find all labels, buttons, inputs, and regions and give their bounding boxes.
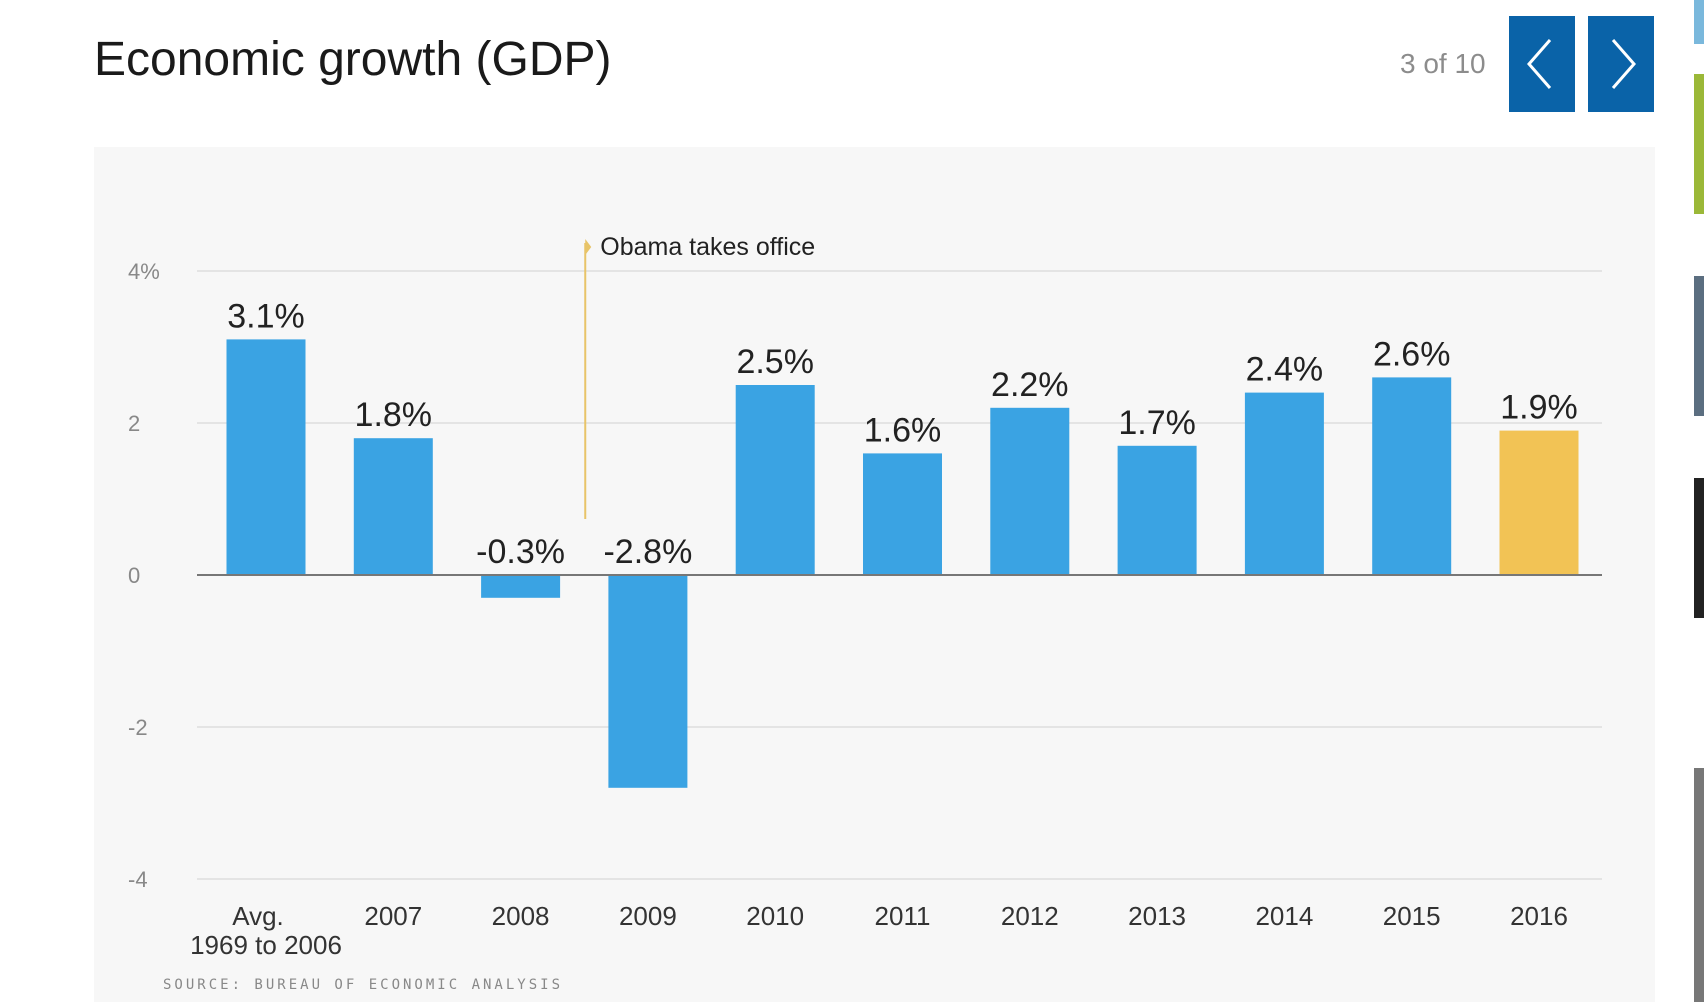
bar bbox=[990, 407, 1070, 575]
data-label: -0.3% bbox=[476, 533, 565, 571]
bar bbox=[1372, 377, 1452, 575]
page-title: Economic growth (GDP) bbox=[94, 33, 612, 86]
y-tick-label: 2 bbox=[128, 411, 140, 436]
bar bbox=[608, 575, 688, 788]
chevron-right-icon bbox=[1611, 39, 1636, 89]
source-note: SOURCE: BUREAU OF ECONOMIC ANALYSIS bbox=[163, 977, 563, 993]
data-label: 1.7% bbox=[1118, 404, 1196, 442]
bar bbox=[226, 339, 306, 575]
bar bbox=[863, 453, 942, 575]
y-tick-label: -4 bbox=[128, 867, 148, 892]
data-label: 1.6% bbox=[864, 411, 942, 449]
x-tick-label: 1969 to 2006 bbox=[190, 930, 342, 960]
bar bbox=[1117, 445, 1197, 575]
x-tick-label: 2013 bbox=[1128, 901, 1186, 931]
chart-panel: 4% 2 0 -2 -4 Obama takes office 3.1% Avg. 1969 t… bbox=[94, 147, 1655, 1002]
data-label: 1.8% bbox=[355, 396, 433, 434]
x-tick-label: 2010 bbox=[746, 901, 804, 931]
data-label: 2.5% bbox=[736, 343, 814, 381]
bar bbox=[1499, 430, 1579, 575]
x-tick-label: Avg. bbox=[232, 901, 284, 931]
x-tick-label: 2009 bbox=[619, 901, 677, 931]
y-tick-label: 4% bbox=[128, 259, 160, 284]
annotation-label: Obama takes office bbox=[600, 233, 815, 261]
x-tick-label: 2014 bbox=[1255, 901, 1313, 931]
bar bbox=[353, 438, 433, 575]
x-tick-label: 2016 bbox=[1510, 901, 1568, 931]
bar bbox=[481, 575, 561, 598]
gdp-bar-chart: 4% 2 0 -2 -4 Obama takes office 3.1% Avg.1969 t… bbox=[128, 233, 1602, 993]
chevron-left-icon bbox=[1527, 39, 1552, 89]
sidebar-thumbnail[interactable] bbox=[1694, 478, 1704, 618]
slide-counter: 3 of 10 bbox=[1400, 48, 1486, 79]
data-label: 2.6% bbox=[1373, 335, 1451, 373]
data-label: -2.8% bbox=[603, 533, 692, 571]
x-tick-label: 2015 bbox=[1383, 901, 1441, 931]
data-label: 2.4% bbox=[1246, 351, 1324, 389]
y-tick-label: -2 bbox=[128, 715, 148, 740]
annotation-marker bbox=[585, 239, 592, 255]
x-tick-label: 2012 bbox=[1001, 901, 1059, 931]
sidebar-thumbnail[interactable] bbox=[1694, 0, 1704, 44]
y-tick-label: 0 bbox=[128, 563, 140, 588]
bar bbox=[1244, 392, 1324, 575]
x-tick-label: 2007 bbox=[364, 901, 422, 931]
bar bbox=[735, 385, 815, 575]
data-label: 1.9% bbox=[1500, 389, 1578, 427]
sidebar-thumbnail[interactable] bbox=[1694, 276, 1704, 416]
previous-button[interactable] bbox=[1509, 16, 1575, 112]
sidebar-thumbnail[interactable] bbox=[1694, 768, 1704, 1002]
x-tick-label: 2011 bbox=[875, 901, 931, 931]
data-label: 3.1% bbox=[227, 297, 305, 335]
next-button[interactable] bbox=[1588, 16, 1654, 112]
sidebar-thumbnail[interactable] bbox=[1694, 74, 1704, 214]
data-label: 2.2% bbox=[991, 366, 1069, 404]
x-tick-label: 2008 bbox=[492, 901, 550, 931]
